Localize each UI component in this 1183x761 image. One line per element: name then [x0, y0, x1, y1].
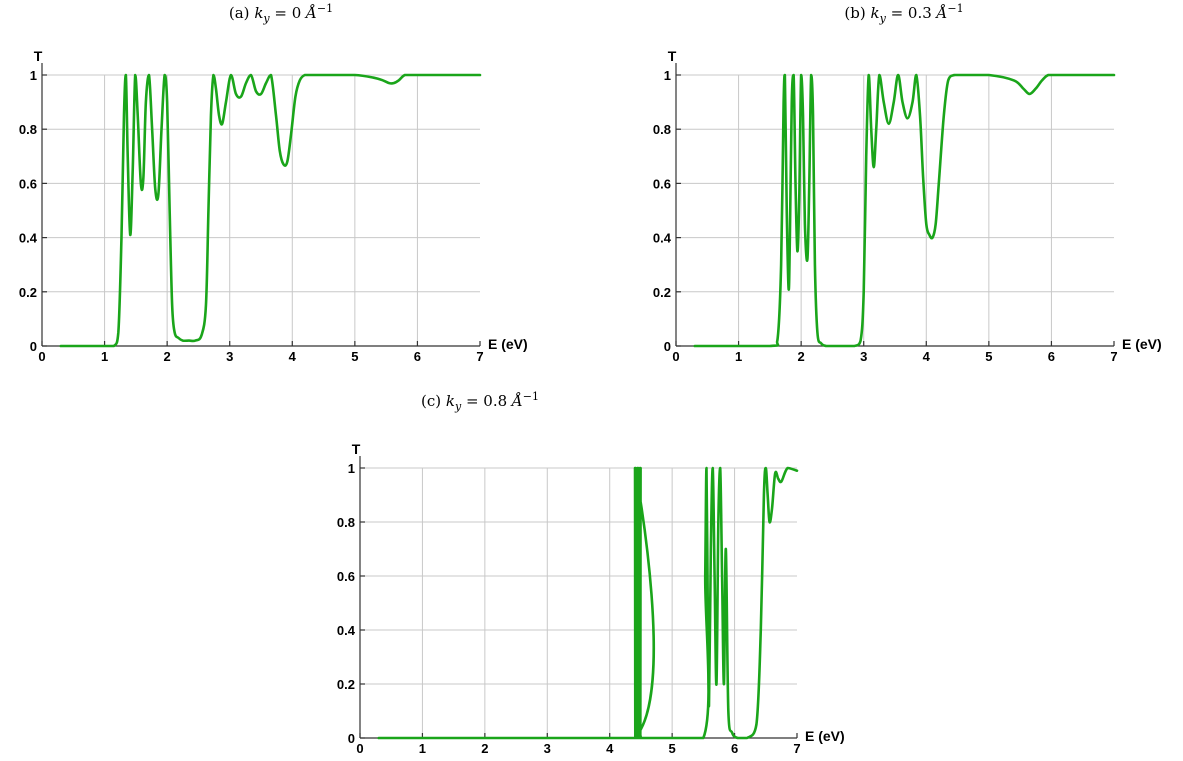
- x-tick-label: 2: [481, 741, 488, 756]
- x-tick-label: 0: [356, 741, 363, 756]
- x-tick-label: 5: [669, 741, 676, 756]
- series-line-transmission: [693, 73, 1116, 348]
- x-tick-label: 6: [414, 349, 421, 364]
- chart-panel-c: (c) ky = 0.8 Å−1 0 1 2 3 4 5 6 7 0 0.2 0.4 0.6 0.8 1 T E…: [300, 388, 880, 761]
- y-axis-label: T: [34, 48, 43, 64]
- y-tick-label: 0.2: [337, 677, 355, 692]
- x-tick-label: 3: [226, 349, 233, 364]
- y-axis-label: T: [352, 441, 361, 457]
- y-tick-label: 0: [348, 731, 355, 746]
- y-tick-label: 1: [664, 68, 671, 83]
- x-tick-label: 7: [1110, 349, 1117, 364]
- y-axis-label: T: [668, 48, 677, 64]
- y-tick-label: 0.4: [653, 231, 672, 246]
- y-tick-label: 0.8: [653, 122, 671, 137]
- x-tick-label: 0: [672, 349, 679, 364]
- x-axis-label: E (eV): [488, 336, 528, 352]
- x-tick-label: 3: [544, 741, 551, 756]
- x-tick-label: 1: [101, 349, 108, 364]
- y-tick-label: 0.8: [19, 122, 37, 137]
- y-tick-label: 0.2: [19, 285, 37, 300]
- chart-caption: (c) ky = 0.8 Å−1: [421, 390, 539, 413]
- x-tick-label: 4: [289, 349, 297, 364]
- y-tick-label: 1: [30, 68, 37, 83]
- y-tick-label: 0: [30, 339, 37, 354]
- chart-caption: (b) ky = 0.3 Å−1: [844, 2, 963, 25]
- chart-a: (a) ky = 0 Å−1 0 1 2 3 4 5 6 7 0 0.2 0.4 0.6 0.8 1 T E (…: [19, 2, 528, 364]
- y-tick-label: 0: [664, 339, 671, 354]
- x-tick-label: 4: [923, 349, 931, 364]
- y-tick-label: 1: [348, 461, 355, 476]
- series-line-transmission: [377, 466, 799, 740]
- x-tick-label: 3: [860, 349, 867, 364]
- chart-caption: (a) ky = 0 Å−1: [229, 2, 333, 25]
- x-tick-label: 1: [735, 349, 742, 364]
- x-tick-label: 7: [793, 741, 800, 756]
- y-tick-label: 0.4: [337, 623, 356, 638]
- y-tick-label: 0.8: [337, 515, 355, 530]
- chart-panel-b: (b) ky = 0.3 Å−1 0 1 2 3 4 5 6 7 0 0.2 0.4 0.6 0.8 1 T E…: [606, 0, 1183, 380]
- y-tick-label: 0.2: [653, 285, 671, 300]
- x-tick-label: 5: [985, 349, 992, 364]
- x-tick-label: 5: [351, 349, 358, 364]
- x-tick-label: 1: [419, 741, 426, 756]
- y-tick-label: 0.6: [337, 569, 355, 584]
- chart-b: (b) ky = 0.3 Å−1 0 1 2 3 4 5 6 7 0 0.2 0.4 0.6 0.8 1 T E…: [653, 2, 1162, 364]
- chart-c: (c) ky = 0.8 Å−1 0 1 2 3 4 5 6 7 0 0.2 0.4 0.6 0.8 1 T E…: [337, 390, 845, 756]
- x-tick-label: 6: [1048, 349, 1055, 364]
- x-tick-label: 7: [476, 349, 483, 364]
- x-axis-label: E (eV): [805, 728, 845, 744]
- chart-panel-a: (a) ky = 0 Å−1 0 1 2 3 4 5 6 7 0 0.2 0.4 0.6 0.8 1 T E (…: [0, 0, 560, 380]
- x-tick-label: 6: [731, 741, 738, 756]
- x-tick-label: 0: [38, 349, 45, 364]
- x-tick-label: 4: [606, 741, 614, 756]
- x-axis-label: E (eV): [1122, 336, 1162, 352]
- y-tick-label: 0.4: [19, 231, 38, 246]
- y-tick-label: 0.6: [653, 176, 671, 191]
- x-tick-label: 2: [164, 349, 171, 364]
- series-line-transmission: [59, 73, 482, 348]
- x-tick-label: 2: [798, 349, 805, 364]
- y-tick-label: 0.6: [19, 176, 37, 191]
